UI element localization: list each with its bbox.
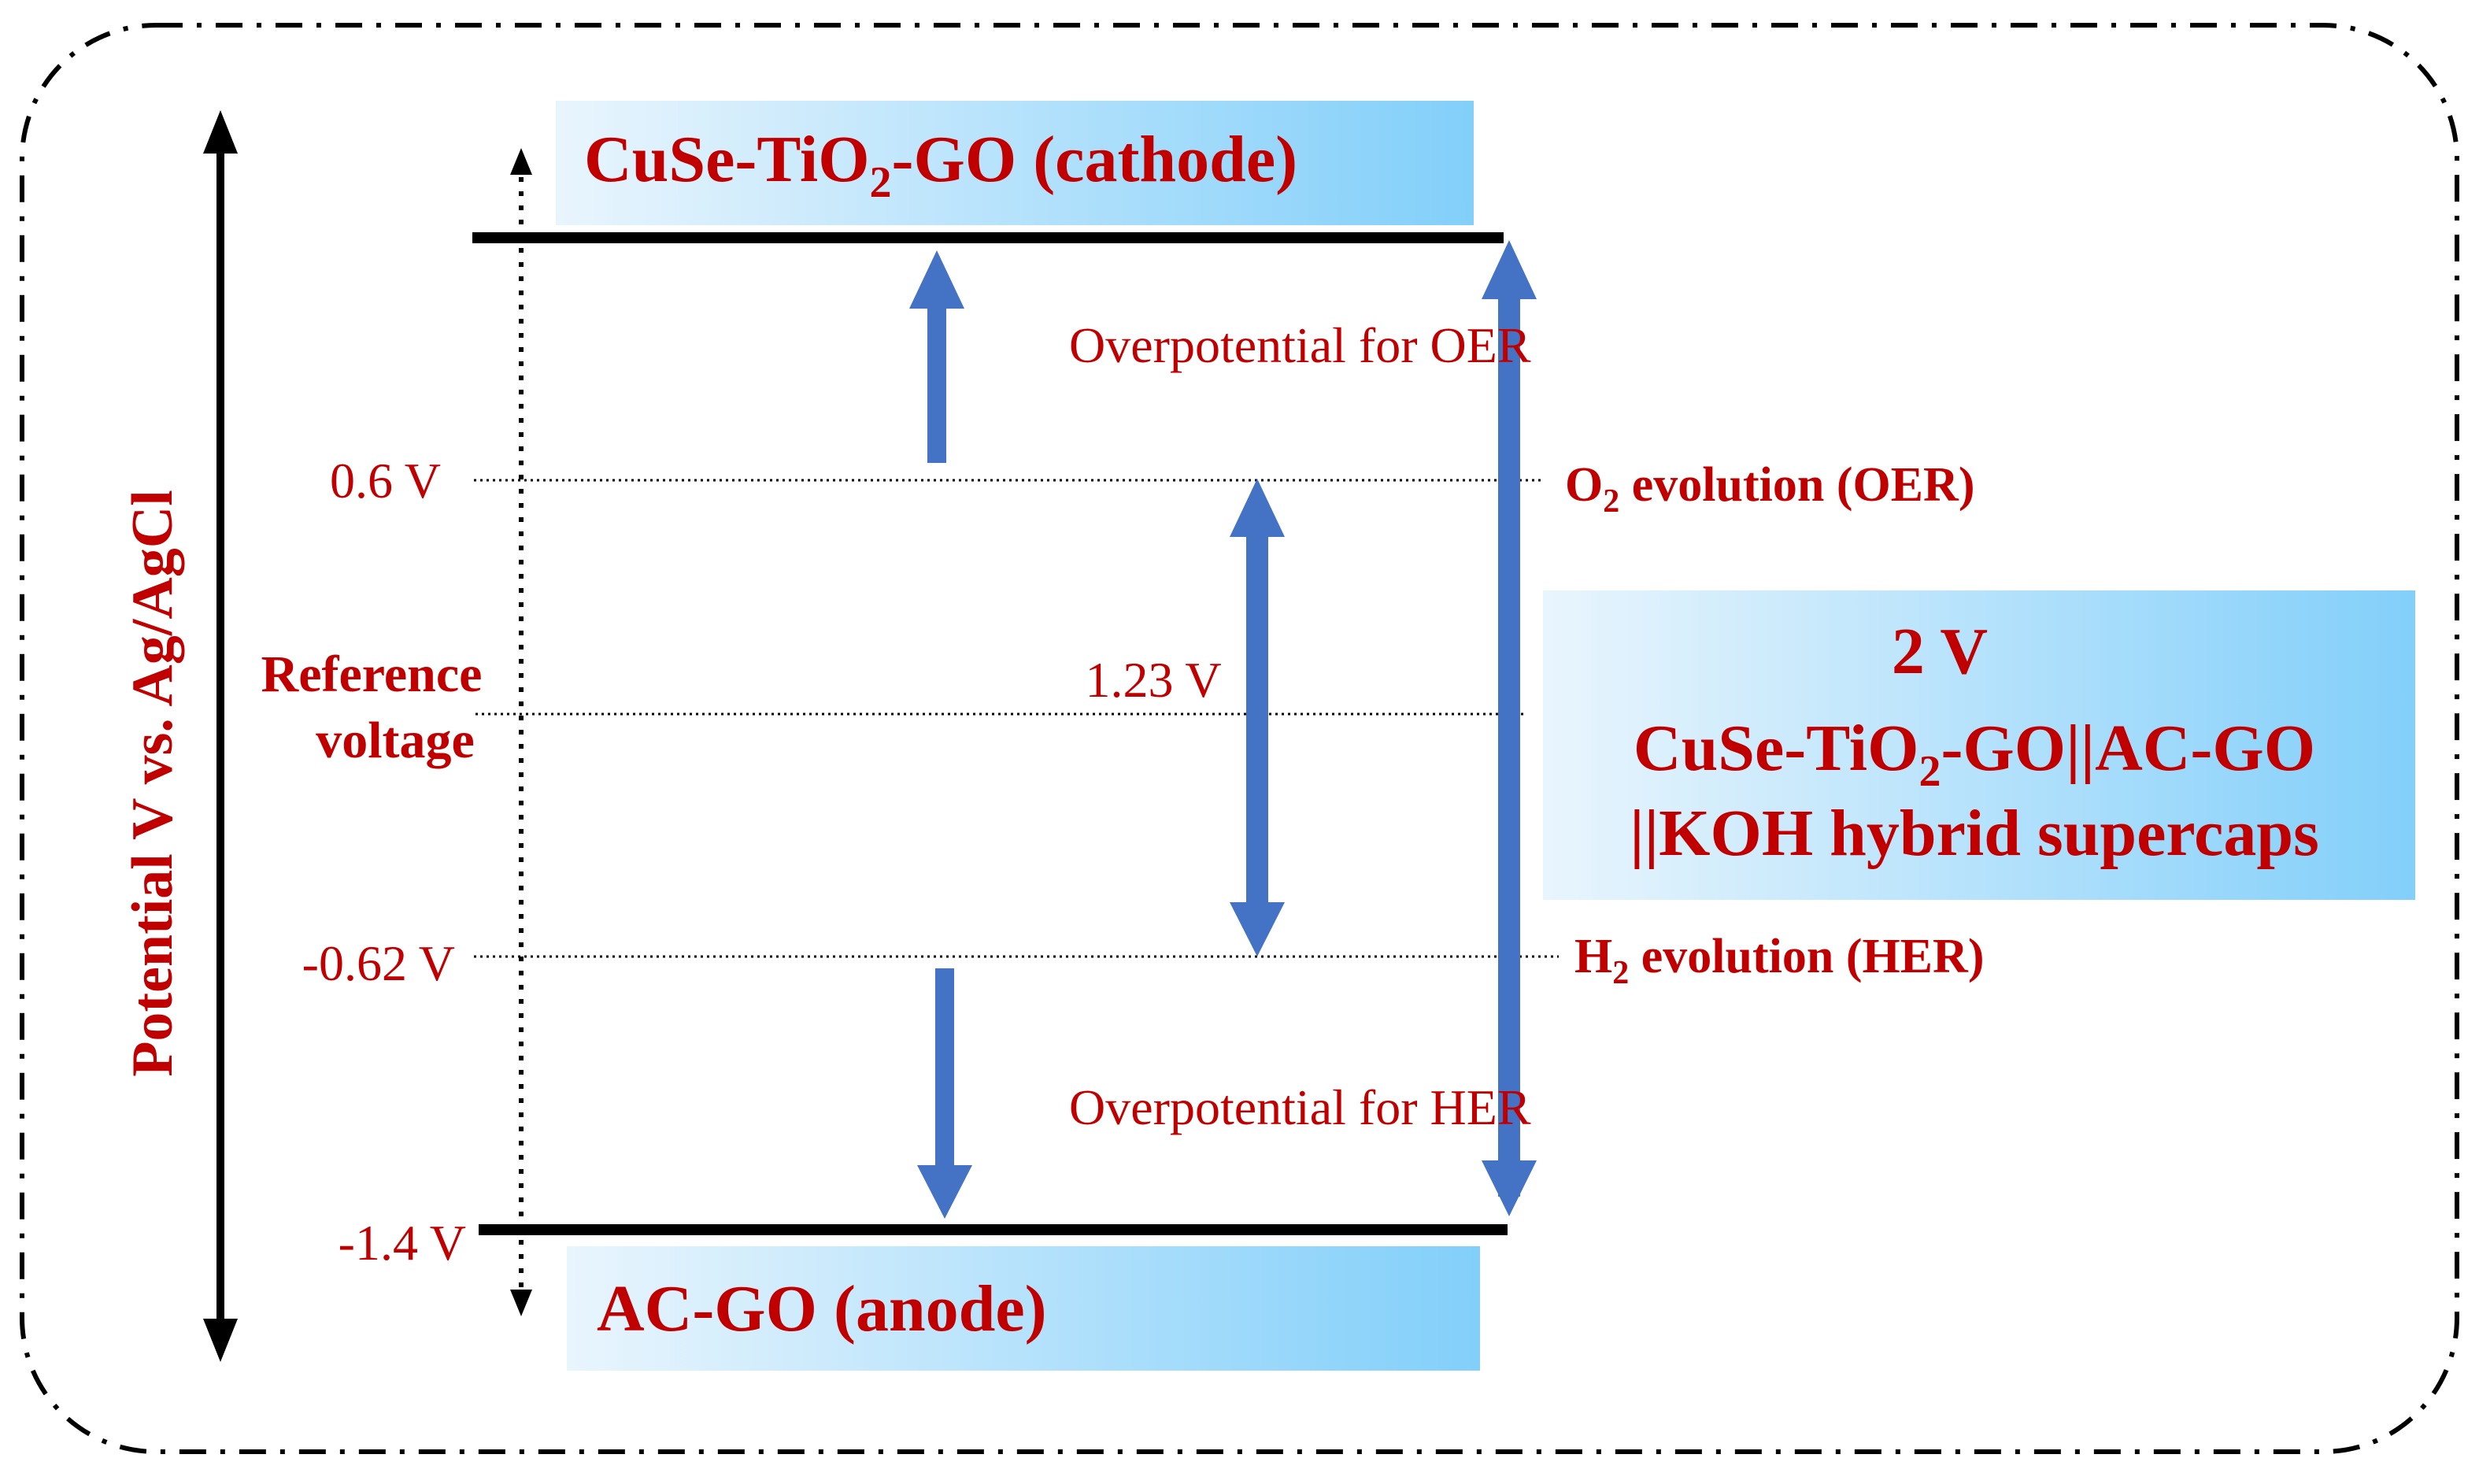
dotted-arrowhead-bottom (510, 1290, 532, 1316)
anode-label: AC-GO (anode) (597, 1272, 1047, 1345)
axis-arrowhead-bottom (203, 1319, 238, 1362)
cell-window-arrow-shaft (1498, 291, 1520, 1197)
device-voltage: 2 V (1892, 615, 1988, 688)
oer-level-value: 0.6 V (330, 453, 441, 509)
device-box (1543, 590, 2415, 900)
her-overpotential-label: Overpotential for HER (1069, 1079, 1531, 1135)
cathode-box (556, 101, 1474, 225)
water-window-arrowhead-bottom (1230, 902, 1285, 957)
reference-label-line1: Reference (261, 646, 483, 703)
oer-evolution-label: O2 evolution (OER) (1565, 458, 1974, 520)
cell-window-arrowhead-top (1482, 240, 1537, 299)
her-overpotential-arrowhead (917, 1165, 972, 1219)
oer-overpotential-label: Overpotential for OER (1069, 317, 1531, 373)
water-window-arrowhead-top (1230, 479, 1285, 537)
device-name-line1: CuSe-TiO2-GO||AC-GO (1634, 712, 2315, 796)
axis-arrowhead-top (203, 110, 238, 154)
cell-window-arrowhead-bottom (1482, 1160, 1537, 1216)
oer-overpotential-arrowhead (909, 250, 964, 309)
her-level-value: -0.62 V (302, 935, 455, 991)
anode-box (567, 1246, 1480, 1371)
oer-overpotential-arrow-shaft (927, 305, 946, 463)
anode-level-value: -1.4 V (339, 1215, 466, 1271)
device-name-line2: ||KOH hybrid supercaps (1630, 797, 2319, 870)
reference-label-line2: voltage (316, 712, 475, 769)
her-overpotential-arrow-shaft (935, 968, 954, 1173)
water-window-label: 1.23 V (1085, 652, 1221, 708)
water-window-arrow-shaft (1246, 529, 1268, 915)
cathode-label: CuSe-TiO2-GO (cathode) (584, 123, 1297, 207)
axis-label: Potential V vs. Ag/AgCl (120, 490, 185, 1077)
dash-dot-border (20, 23, 2459, 1454)
her-evolution-label: H2 evolution (HER) (1574, 930, 1984, 991)
dotted-arrowhead-top (510, 148, 532, 175)
